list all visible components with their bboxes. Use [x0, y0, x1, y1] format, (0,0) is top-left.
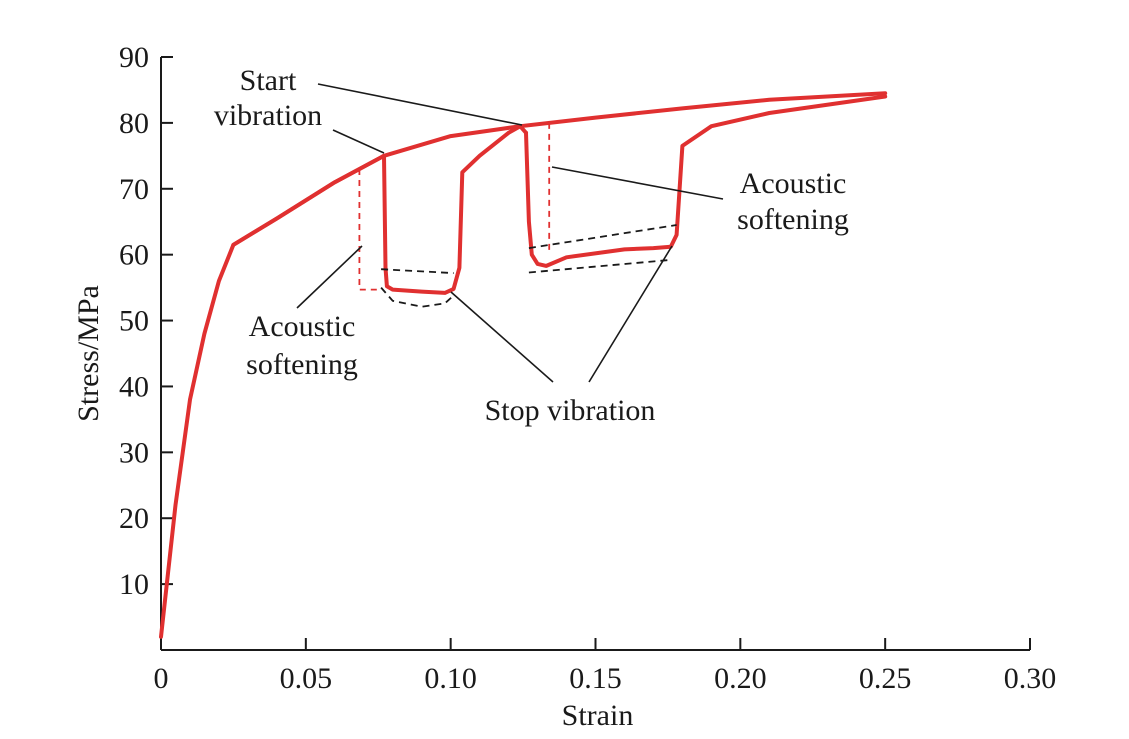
series-red-line-3: [231, 91, 888, 247]
annotation-text: Acoustic: [740, 167, 847, 200]
plot-marks: [159, 91, 888, 639]
y-tick-label: 50: [119, 305, 149, 338]
x-tick-label: 0: [154, 662, 169, 695]
series-red-line-1: [382, 124, 528, 295]
annotation-text: Stop vibration: [485, 394, 656, 427]
y-tick-label: 20: [119, 502, 149, 535]
x-tick-label: 0.05: [280, 662, 333, 695]
series-red-line-0: [159, 153, 386, 639]
y-tick-label: 70: [119, 173, 149, 206]
x-tick-label: 0.30: [1004, 662, 1057, 695]
series-red-dashed-8: [358, 169, 380, 291]
series-black-dashed-4: [381, 268, 454, 274]
y-tick-label: 40: [119, 370, 149, 403]
series-red-line-2: [524, 94, 888, 268]
y-tick-label: 90: [119, 41, 149, 74]
annotation-leader-line: [296, 245, 363, 309]
series-black-dashed-6: [528, 224, 677, 249]
annotations: StartvibrationAcousticsofteningAcoustics…: [214, 64, 849, 427]
series-black-dashed-5: [380, 287, 455, 308]
axes: 10 20 30 40 50 60 70 80 90 0 0.05 0.10 0.15 0.20 0.25 0…: [72, 41, 1056, 732]
annotation-leader-line: [332, 129, 385, 154]
annotation-text: Acoustic: [249, 310, 356, 343]
y-tick-label: 10: [119, 568, 149, 601]
y-tick-label: 80: [119, 107, 149, 140]
x-tick-label: 0.20: [714, 662, 767, 695]
annotation-leader-line: [450, 291, 554, 383]
annotation-text: softening: [246, 348, 358, 381]
y-axis-title: Stress/MPa: [72, 285, 105, 422]
y-tick-label: 60: [119, 239, 149, 272]
x-tick-label: 0.10: [424, 662, 477, 695]
annotation-leader-line: [317, 83, 523, 126]
annotation-text: vibration: [214, 99, 322, 132]
x-axis-title: Strain: [562, 699, 634, 732]
y-tick-label: 30: [119, 436, 149, 469]
annotation-leader-line: [588, 245, 673, 383]
annotation-text: Start: [240, 64, 297, 97]
x-tick-label: 0.25: [859, 662, 912, 695]
annotation-leader-line: [551, 166, 724, 200]
annotation-text: softening: [737, 203, 849, 236]
x-tick-label: 0.15: [569, 662, 622, 695]
